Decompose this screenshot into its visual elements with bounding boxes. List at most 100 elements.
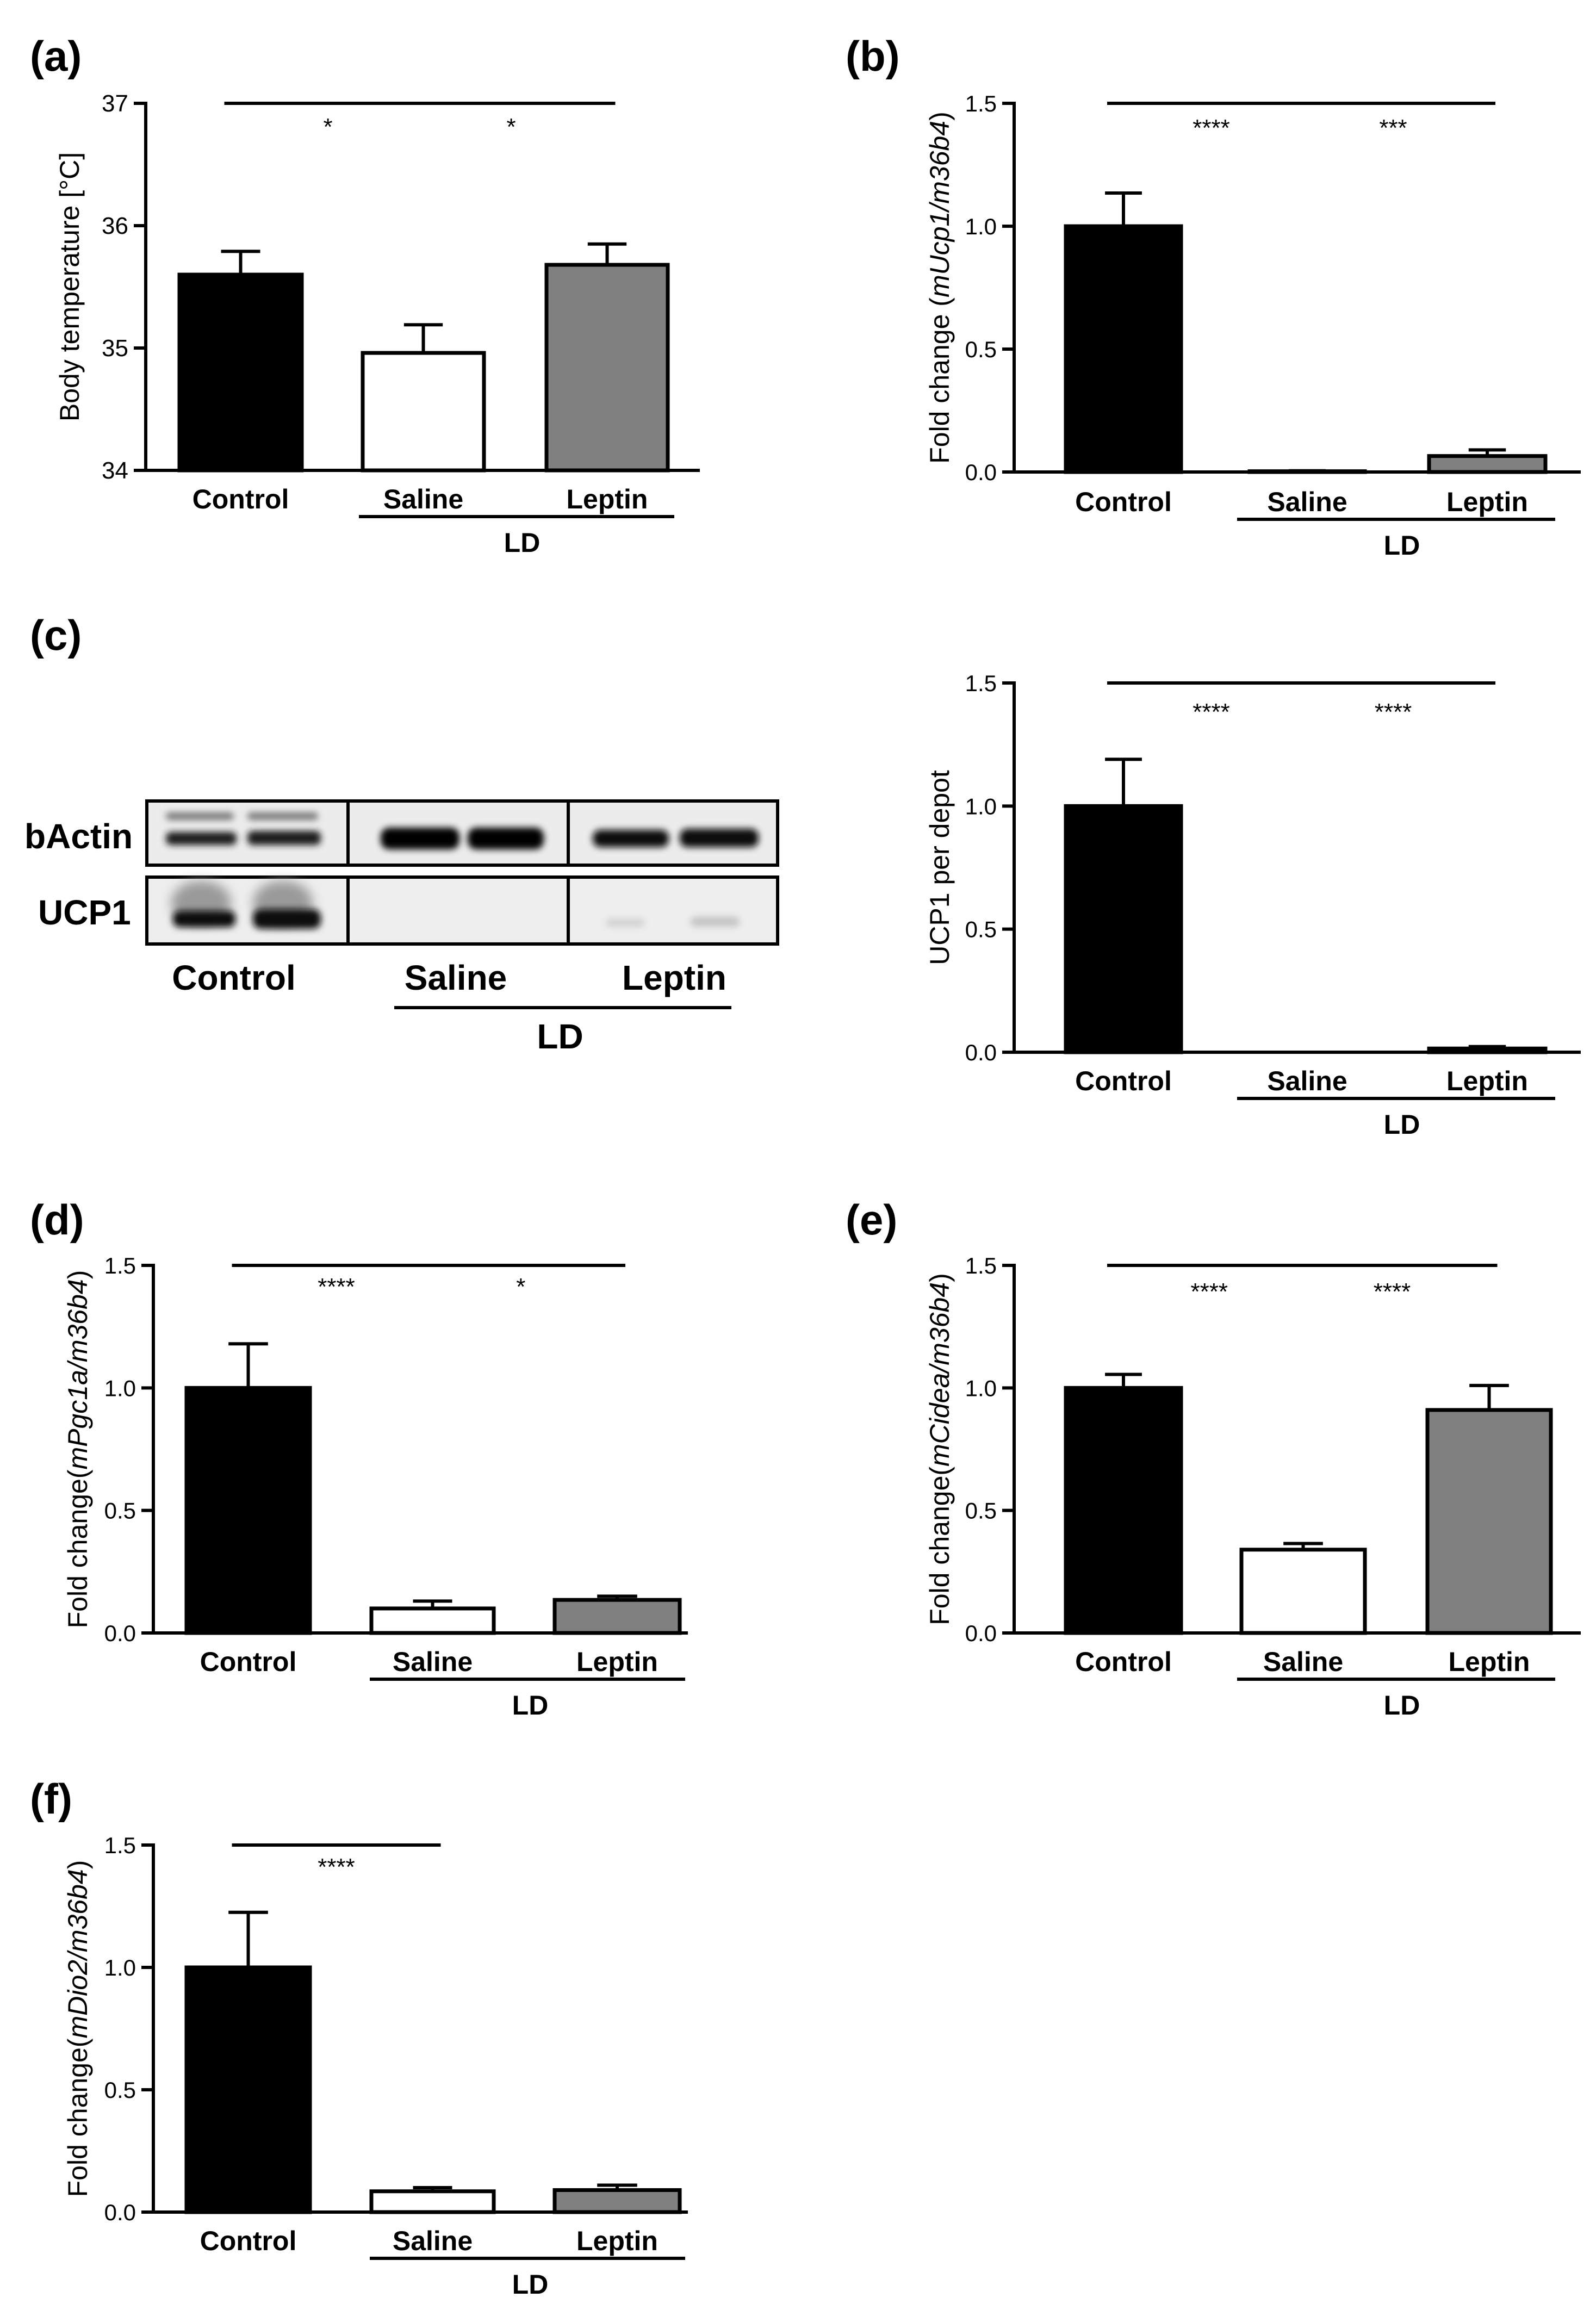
y-axis-label: UCP1 per depot — [924, 770, 955, 965]
significance-label: **** — [1191, 1278, 1228, 1305]
y-tick-label: 0.5 — [965, 917, 997, 942]
bar-control — [184, 1386, 312, 1635]
category-label: Control — [1075, 487, 1172, 517]
chart-a: (a) Body temperature [°C] 34 35 36 37 Control S… — [30, 32, 700, 558]
group-label: LD — [1384, 1109, 1420, 1140]
significance-label: **** — [1374, 1278, 1411, 1305]
y-tick-label: 34 — [102, 457, 128, 484]
panel-label-b: (b) — [846, 32, 900, 80]
y-tick-label: 1.5 — [965, 670, 997, 696]
category-label: Leptin — [576, 1647, 658, 1677]
y-axis-label-part: ) — [924, 1273, 955, 1282]
category-label: Saline — [393, 2226, 473, 2256]
category-label: Saline — [393, 1647, 473, 1677]
bar-saline — [361, 351, 486, 473]
y-axis-label-part: Body temperature [°C] — [54, 152, 85, 421]
significance-label: **** — [318, 1854, 355, 1880]
chart-d: (d) Fold change(mPgc1a/m36b4) 0.0 0.5 1.0 1.5… — [30, 1196, 688, 1721]
band — [593, 830, 669, 847]
chart-c: UCP1 per depot 0.0 0.5 1.0 1.5 Control Saline L… — [924, 670, 1581, 1140]
y-tick-label: 0.0 — [965, 1040, 997, 1065]
category-label: Control — [1075, 1066, 1172, 1096]
y-axis-label: Fold change (mUcp1/m36b4) — [924, 111, 955, 464]
group-label: LD — [1384, 1690, 1420, 1721]
panel-label-e: (e) — [846, 1196, 897, 1244]
bar-saline — [369, 2189, 496, 2214]
y-tick-label: 1.0 — [965, 214, 997, 239]
chart-e: (e) Fold change(mCidea/m36b4) 0.0 0.5 1.0 1.5… — [846, 1196, 1581, 1721]
y-axis-label: Body temperature [°C] — [54, 152, 85, 421]
y-axis-label-part: mUcp1/m36b4 — [924, 121, 955, 297]
western-blot: (c) bActin — [24, 611, 779, 1056]
category-label: Leptin — [1446, 487, 1528, 517]
category-label: Saline — [383, 484, 463, 514]
blot-row-bactin: bActin — [24, 799, 779, 867]
band — [166, 832, 237, 845]
y-tick-label: 1.5 — [104, 1833, 136, 1858]
significance-label: * — [323, 114, 332, 140]
category-label: Leptin — [576, 2226, 658, 2256]
category-label: Saline — [1263, 1647, 1343, 1677]
band — [253, 909, 321, 929]
bar-saline — [1239, 1548, 1367, 1635]
y-axis-label-part: UCP1 per depot — [924, 770, 955, 965]
blot-lane-label-saline: Saline — [405, 958, 507, 997]
y-tick-label: 1.0 — [104, 1955, 136, 1980]
y-tick-label: 0.5 — [965, 337, 997, 362]
y-axis-label: Fold change(mCidea/m36b4) — [924, 1273, 955, 1625]
group-label: LD — [504, 527, 541, 558]
band — [247, 831, 321, 845]
bar-leptin — [552, 2188, 682, 2214]
panel-label-c: (c) — [30, 611, 82, 659]
significance-label: **** — [1193, 699, 1230, 725]
significance-label: **** — [1193, 115, 1230, 141]
y-tick-label: 1.5 — [965, 1253, 997, 1278]
category-label: Saline — [1267, 487, 1347, 517]
y-axis-label-part: ) — [63, 1270, 93, 1280]
y-axis-label-part: Fold change( — [924, 1467, 955, 1625]
bar-saline — [369, 1606, 496, 1635]
category-label: Leptin — [1446, 1066, 1528, 1096]
band — [166, 812, 234, 820]
category-label: Control — [200, 1647, 297, 1677]
band — [691, 917, 740, 927]
panel-label-d: (d) — [30, 1196, 84, 1244]
band — [173, 911, 235, 927]
blot-row-label-ucp1: UCP1 — [38, 893, 131, 932]
blot-row-label-bactin: bActin — [24, 817, 133, 856]
band — [468, 828, 544, 849]
bar-leptin — [1425, 1408, 1553, 1635]
y-axis-label-part: ) — [924, 111, 955, 121]
y-tick-label: 0.0 — [104, 1620, 136, 1646]
blot-row-ucp1: UCP1 — [38, 875, 779, 946]
group-label: LD — [512, 1690, 549, 1721]
y-axis-label: Fold change(mPgc1a/m36b4) — [63, 1270, 93, 1629]
y-tick-label: 1.5 — [104, 1253, 136, 1278]
category-label: Leptin — [567, 484, 648, 514]
y-tick-label: 1.5 — [965, 91, 997, 116]
category-label: Control — [192, 484, 289, 514]
y-tick-label: 0.5 — [104, 2077, 136, 2103]
bar-control — [177, 272, 304, 473]
significance-label: *** — [1379, 115, 1407, 141]
category-label: Leptin — [1449, 1647, 1530, 1677]
y-axis-label-part: ) — [63, 1860, 93, 1870]
chart-f: (f) Fold change(mDio2/m36b4) 0.0 0.5 1.0 1.5 C… — [30, 1775, 688, 2300]
bar-leptin — [552, 1598, 682, 1635]
y-tick-label: 35 — [102, 335, 128, 362]
bar-control — [1064, 224, 1183, 474]
panel-label-f: (f) — [30, 1775, 72, 1823]
bar-leptin — [544, 263, 670, 473]
category-label: Control — [1075, 1647, 1172, 1677]
bar-control — [1064, 804, 1183, 1054]
significance-label: **** — [318, 1274, 355, 1300]
bar-leptin — [1427, 454, 1548, 474]
y-tick-label: 37 — [102, 90, 128, 117]
y-tick-label: 0.0 — [965, 1620, 997, 1646]
y-tick-label: 36 — [102, 213, 128, 239]
group-label: LD — [1384, 530, 1420, 561]
blot-lane-label-leptin: Leptin — [622, 958, 726, 997]
group-label: LD — [512, 2269, 549, 2300]
y-axis-label-part: Fold change ( — [924, 297, 955, 464]
